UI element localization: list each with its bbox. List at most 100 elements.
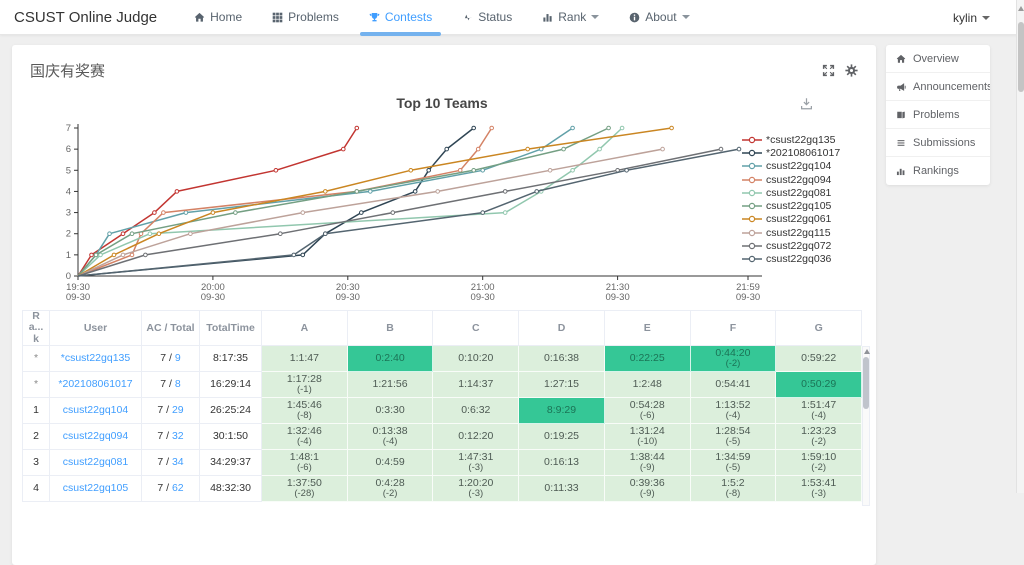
- sidebar-item-rankings[interactable]: Rankings: [886, 157, 990, 185]
- settings-gear-icon[interactable]: [845, 64, 858, 77]
- nav-item-home[interactable]: Home: [179, 0, 257, 34]
- legend-item[interactable]: *202108061017: [742, 146, 840, 159]
- solve-time: 0:54:28: [629, 399, 665, 411]
- legend-marker-icon: [742, 136, 762, 143]
- legend-item[interactable]: csust22gq036: [742, 253, 840, 266]
- ac-cell: 1:23:23 (-2): [776, 424, 863, 450]
- page-scrollbar-thumb[interactable]: [1018, 22, 1024, 92]
- header-problem-g[interactable]: G: [776, 310, 863, 346]
- table-scrollbar[interactable]: [862, 346, 870, 506]
- legend-item[interactable]: csust22gq081: [742, 186, 840, 199]
- ac-cell: 1:48:1 (-6): [262, 450, 348, 476]
- solve-time: 1:23:23: [801, 425, 837, 437]
- penalty-count: (-2): [811, 462, 827, 474]
- header-problem-b[interactable]: B: [347, 310, 434, 346]
- sidebar-item-submissions[interactable]: Submissions: [886, 129, 990, 157]
- solve-time: 1:5:2: [721, 477, 745, 489]
- user-link[interactable]: csust22gq105: [62, 482, 129, 495]
- list-icon: [896, 138, 906, 148]
- page-scrollbar[interactable]: [1016, 0, 1024, 493]
- total-submissions-link[interactable]: 29: [171, 404, 184, 417]
- ac-cell: 1:37:50 (-28): [262, 476, 348, 502]
- nav-item-problems[interactable]: Problems: [257, 0, 354, 34]
- nav-item-about[interactable]: About: [614, 0, 704, 34]
- solve-time: 1:47:31: [458, 451, 494, 463]
- fullscreen-icon[interactable]: [822, 64, 835, 77]
- ac-cell: 0:3:30: [347, 398, 434, 424]
- legend-marker-icon: [742, 163, 762, 170]
- rank-cell: *: [22, 346, 50, 372]
- user-link[interactable]: csust22gq104: [62, 404, 129, 417]
- sidebar-item-label: Problems: [913, 108, 960, 121]
- ac-cell: 1:47:31 (-3): [433, 450, 520, 476]
- legend-item[interactable]: csust22gq061: [742, 213, 840, 226]
- legend-marker-icon: [742, 149, 762, 157]
- ac-cell: 0:39:36 (-9): [604, 476, 691, 502]
- user-link[interactable]: *csust22gq135: [60, 352, 131, 365]
- header-problem-d[interactable]: D: [519, 310, 605, 346]
- legend-label: csust22gq061: [766, 213, 832, 226]
- ac-cell: 1:13:52 (-4): [690, 398, 777, 424]
- solve-time: 1:37:50: [286, 477, 322, 489]
- table-row: 3 csust22gq081 7 / 34 34:29:37 1:48:1 (-6) 0:4…: [22, 450, 863, 476]
- ac-total-cell: 7 / 34: [142, 450, 200, 476]
- contest-card-header: 国庆有奖赛: [12, 45, 876, 87]
- total-submissions-link[interactable]: 9: [174, 352, 181, 365]
- solve-time: 1:17:28: [286, 373, 322, 385]
- svg-text:09-30: 09-30: [471, 292, 495, 303]
- header-problem-c[interactable]: C: [433, 310, 520, 346]
- sidebar-item-problems[interactable]: Problems: [886, 101, 990, 129]
- ac-cell: 1:14:37: [433, 372, 520, 398]
- sidebar-item-announcements[interactable]: Announcements: [886, 73, 990, 101]
- rank-cell: *: [22, 372, 50, 398]
- scroll-up-arrow-icon[interactable]: [863, 349, 870, 354]
- grid-icon: [272, 12, 283, 23]
- legend-item[interactable]: csust22gq094: [742, 173, 840, 186]
- chart-title: Top 10 Teams: [396, 95, 488, 111]
- total-submissions-link[interactable]: 62: [171, 482, 184, 495]
- scroll-up-arrow-icon[interactable]: [1018, 6, 1024, 11]
- penalty-count: (-5): [725, 436, 741, 448]
- header-problem-a[interactable]: A: [262, 310, 348, 346]
- legend-item[interactable]: csust22gq115: [742, 226, 840, 239]
- legend-item[interactable]: *csust22gq135: [742, 133, 840, 146]
- header-problem-e[interactable]: E: [604, 310, 691, 346]
- user-link[interactable]: csust22gq094: [62, 430, 129, 443]
- sidebar-item-label: Rankings: [913, 165, 959, 177]
- nav-item-contests[interactable]: Contests: [354, 0, 447, 36]
- nav-item-status[interactable]: Status: [447, 0, 527, 34]
- table-scrollbar-thumb[interactable]: [863, 357, 869, 409]
- table-body: * *csust22gq135 7 / 9 8:17:35 1:1:47 0:2:40 0:…: [22, 346, 870, 502]
- user-link[interactable]: *202108061017: [58, 378, 133, 391]
- solve-time: 1:48:1: [289, 451, 319, 463]
- nav-item-rank[interactable]: Rank: [527, 0, 614, 34]
- app-brand[interactable]: CSUST Online Judge: [14, 8, 158, 26]
- total-submissions-link[interactable]: 32: [171, 430, 184, 443]
- total-submissions-link[interactable]: 8: [174, 378, 181, 391]
- ac-total-cell: 7 / 9: [142, 346, 200, 372]
- total-submissions-link[interactable]: 34: [171, 456, 184, 469]
- solve-time: 1:53:41: [801, 477, 837, 489]
- ac-cell: 0:6:32: [433, 398, 520, 424]
- svg-text:2: 2: [66, 229, 71, 240]
- header-problem-f[interactable]: F: [690, 310, 777, 346]
- solve-time: 0:19:25: [543, 430, 580, 443]
- sidebar-item-overview[interactable]: Overview: [886, 45, 990, 73]
- download-icon[interactable]: [800, 97, 813, 110]
- legend-item[interactable]: csust22gq105: [742, 199, 840, 212]
- penalty-count: (-9): [639, 488, 655, 500]
- legend-item[interactable]: csust22gq104: [742, 160, 840, 173]
- user-cell: csust22gq105: [50, 476, 142, 502]
- penalty-count: (-4): [811, 410, 827, 422]
- ac-cell: 1:1:47: [262, 346, 348, 372]
- solve-time: 0:11:33: [544, 482, 579, 495]
- user-menu[interactable]: kylin: [953, 0, 990, 35]
- legend-marker-icon: [742, 256, 762, 263]
- user-link[interactable]: csust22gq081: [62, 456, 129, 469]
- svg-text:6: 6: [66, 144, 71, 155]
- ac-count: 7: [160, 378, 167, 391]
- ac-cell: 1:34:59 (-5): [690, 450, 777, 476]
- solve-time: 0:44:20: [715, 347, 751, 359]
- book-icon: [896, 110, 906, 120]
- legend-item[interactable]: csust22gq072: [742, 239, 840, 252]
